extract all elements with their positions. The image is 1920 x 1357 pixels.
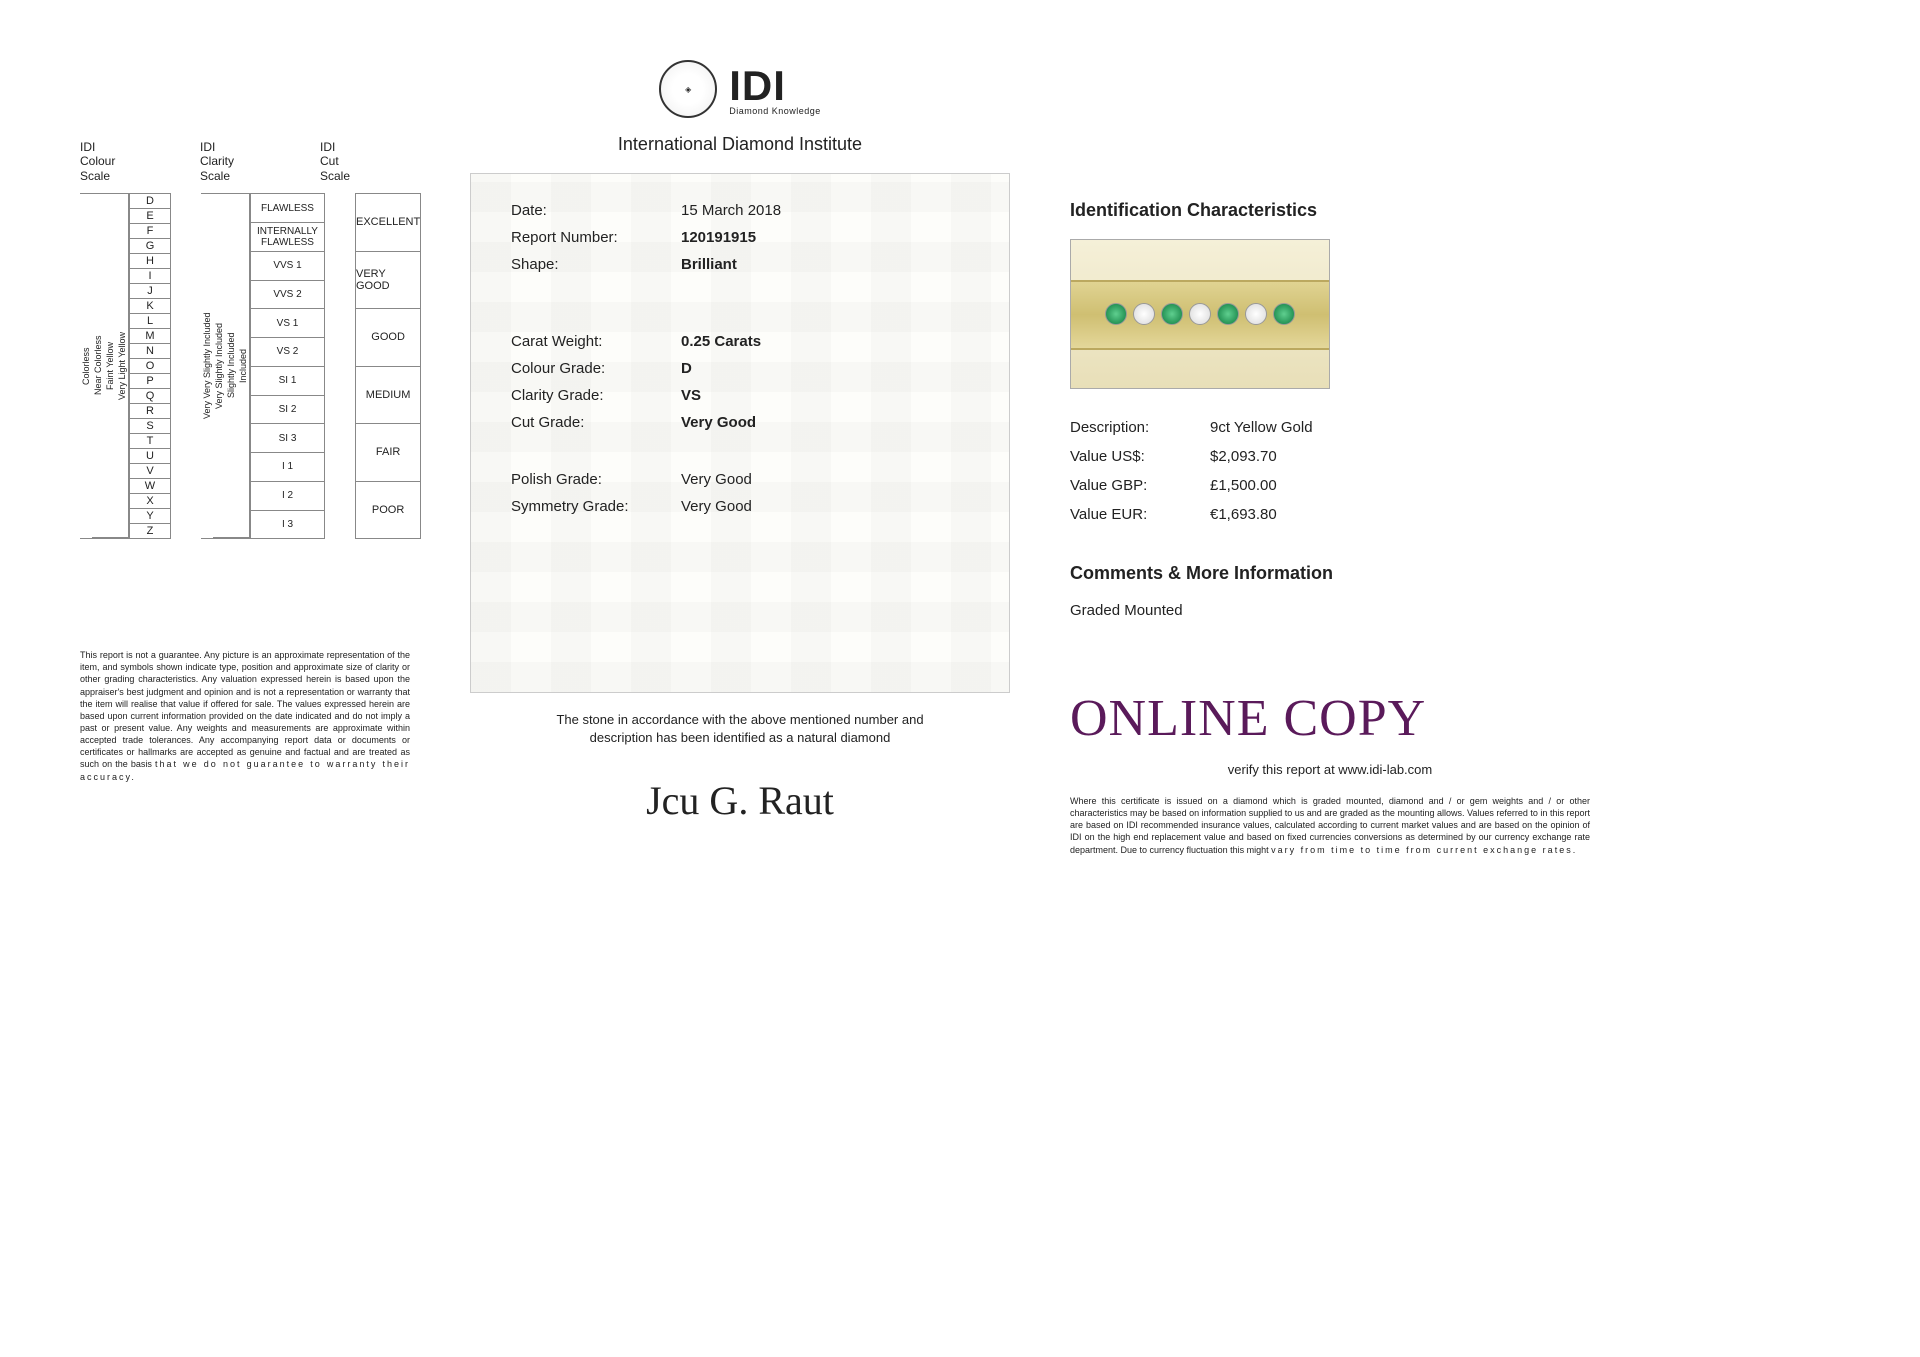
- clarity-value: SI 3: [251, 424, 324, 453]
- colour-letter: U: [130, 449, 170, 464]
- colour-letter: P: [130, 374, 170, 389]
- colour-letter: M: [130, 329, 170, 344]
- seal-icon: ◈: [659, 60, 717, 118]
- logo-text: IDI: [729, 62, 821, 110]
- cut-value: MEDIUM: [356, 367, 420, 425]
- grading-scales-panel: IDI Colour Scale IDI Clarity Scale IDI C…: [80, 60, 410, 1300]
- ident-description: 9ct Yellow Gold: [1210, 419, 1313, 436]
- ident-value-gbp: £1,500.00: [1210, 477, 1277, 494]
- diamond-stone-icon: [1245, 303, 1267, 325]
- colour-letter: W: [130, 479, 170, 494]
- clarity-value: VS 1: [251, 309, 324, 338]
- cert-symmetry: Very Good: [681, 498, 752, 515]
- cert-carat: 0.25 Carats: [681, 333, 761, 350]
- certificate-panel: ◈ IDI Diamond Knowledge International Di…: [460, 60, 1020, 1300]
- right-disclaimer: Where this certificate is issued on a di…: [1070, 795, 1590, 856]
- colour-letter: Q: [130, 389, 170, 404]
- ident-value-eur: €1,693.80: [1210, 506, 1277, 523]
- verify-text: verify this report at www.idi-lab.com: [1070, 762, 1590, 777]
- ident-value-usd: $2,093.70: [1210, 448, 1277, 465]
- colour-letter: X: [130, 494, 170, 509]
- colour-scale: Colorless Near Colorless Faint Yellow Ve…: [80, 193, 171, 539]
- diamond-stone-icon: [1133, 303, 1155, 325]
- cut-value: VERY GOOD: [356, 252, 420, 310]
- emerald-stone-icon: [1273, 303, 1295, 325]
- colour-letter: F: [130, 224, 170, 239]
- identification-panel: Identification Characteristics Descripti…: [1070, 60, 1590, 1300]
- colour-letter: K: [130, 299, 170, 314]
- identification-title: Identification Characteristics: [1070, 200, 1590, 221]
- clarity-value: INTERNALLY FLAWLESS: [251, 223, 324, 252]
- comments-body: Graded Mounted: [1070, 602, 1590, 619]
- online-copy-watermark: ONLINE COPY: [1070, 689, 1590, 748]
- cut-scale: EXCELLENTVERY GOODGOODMEDIUMFAIRPOOR: [355, 193, 421, 539]
- clarity-scale: Very Very Slightly Included Very Slightl…: [201, 193, 325, 539]
- product-image: [1070, 239, 1330, 389]
- colour-letter: T: [130, 434, 170, 449]
- cert-report-number: 120191915: [681, 229, 756, 246]
- natural-diamond-note: The stone in accordance with the above m…: [556, 711, 923, 747]
- colour-letter: I: [130, 269, 170, 284]
- colour-letter: G: [130, 239, 170, 254]
- colour-letter: E: [130, 209, 170, 224]
- colour-letter: D: [130, 194, 170, 209]
- left-disclaimer: This report is not a guarantee. Any pict…: [80, 649, 410, 783]
- clarity-value: VVS 1: [251, 252, 324, 281]
- scale-headers: IDI Colour Scale IDI Clarity Scale IDI C…: [80, 140, 410, 183]
- cert-polish: Very Good: [681, 471, 752, 488]
- clarity-value: I 2: [251, 482, 324, 511]
- cut-value: POOR: [356, 482, 420, 539]
- colour-letter: L: [130, 314, 170, 329]
- cut-value: EXCELLENT: [356, 194, 420, 252]
- signature: Jcu G. Raut: [646, 777, 834, 824]
- colour-letter: S: [130, 419, 170, 434]
- emerald-stone-icon: [1161, 303, 1183, 325]
- institute-name: International Diamond Institute: [618, 134, 862, 155]
- clarity-value: I 3: [251, 511, 324, 539]
- clarity-value: VS 2: [251, 338, 324, 367]
- cert-date: 15 March 2018: [681, 202, 781, 219]
- colour-letter: H: [130, 254, 170, 269]
- cut-scale-title: IDI Cut Scale: [320, 140, 410, 183]
- clarity-value: FLAWLESS: [251, 194, 324, 223]
- clarity-value: I 1: [251, 453, 324, 482]
- emerald-stone-icon: [1217, 303, 1239, 325]
- clarity-value: VVS 2: [251, 281, 324, 310]
- colour-letter: O: [130, 359, 170, 374]
- identification-table: Description:9ct Yellow Gold Value US$:$2…: [1070, 419, 1590, 523]
- comments-title: Comments & More Information: [1070, 563, 1590, 584]
- logo: ◈ IDI Diamond Knowledge: [659, 60, 821, 118]
- clarity-value: SI 1: [251, 367, 324, 396]
- cert-clarity: VS: [681, 387, 701, 404]
- clarity-scale-title: IDI Clarity Scale: [200, 140, 290, 183]
- colour-scale-title: IDI Colour Scale: [80, 140, 170, 183]
- cut-value: FAIR: [356, 424, 420, 482]
- colour-letter: Y: [130, 509, 170, 524]
- colour-letter: Z: [130, 524, 170, 538]
- diamond-stone-icon: [1189, 303, 1211, 325]
- clarity-value: SI 2: [251, 396, 324, 425]
- cert-colour: D: [681, 360, 692, 377]
- logo-subtitle: Diamond Knowledge: [729, 106, 821, 116]
- emerald-stone-icon: [1105, 303, 1127, 325]
- certificate-body: Date:15 March 2018 Report Number:1201919…: [470, 173, 1010, 693]
- colour-letter: J: [130, 284, 170, 299]
- colour-letter: N: [130, 344, 170, 359]
- colour-letter: R: [130, 404, 170, 419]
- cut-value: GOOD: [356, 309, 420, 367]
- cert-shape: Brilliant: [681, 256, 737, 273]
- cert-cut: Very Good: [681, 414, 756, 431]
- colour-letter: V: [130, 464, 170, 479]
